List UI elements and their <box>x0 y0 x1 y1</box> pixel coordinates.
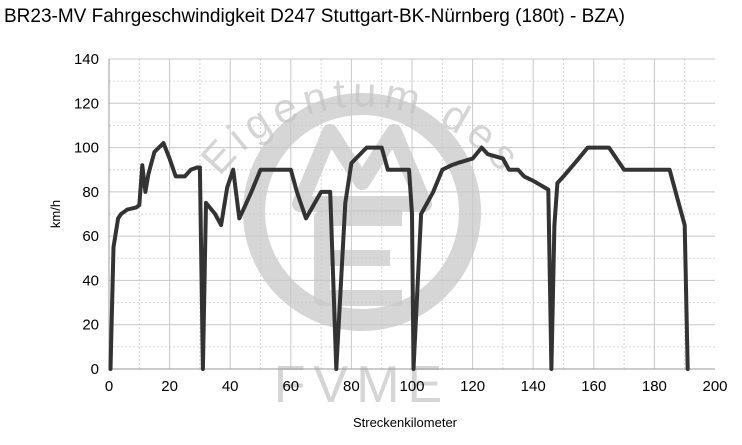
watermark-ring <box>243 93 481 331</box>
y-tick-label: 80 <box>82 184 99 201</box>
y-axis-label: km/h <box>48 200 63 228</box>
x-tick-label: 60 <box>282 378 299 395</box>
x-tick-label: 80 <box>343 378 360 395</box>
y-tick-label: 140 <box>74 51 99 68</box>
y-tick-label: 120 <box>74 95 99 112</box>
x-tick-label: 200 <box>702 378 727 395</box>
y-tick-label: 60 <box>82 228 99 245</box>
speed-series-line <box>108 141 690 371</box>
x-tick-label: 20 <box>161 378 178 395</box>
y-tick-label: 20 <box>82 317 99 334</box>
x-tick-label: 100 <box>399 378 424 395</box>
x-tick-label: 160 <box>581 378 606 395</box>
x-axis-label: Streckenkilometer <box>353 415 458 430</box>
y-tick-label: 40 <box>82 272 99 289</box>
x-tick-label: 40 <box>222 378 239 395</box>
chart-title: BR23-MV Fahrgeschwindigkeit D247 Stuttga… <box>4 6 625 27</box>
tick-labels: 0 20 40 60 80 100 120 140 160 180 200 0 20 40 60 80 100 1… <box>74 51 728 395</box>
x-tick-label: 120 <box>460 378 485 395</box>
series <box>108 141 690 371</box>
x-tick-label: 140 <box>521 378 546 395</box>
x-tick-label: 180 <box>642 378 667 395</box>
y-tick-label: 100 <box>74 140 99 157</box>
watermark-m-shape <box>292 124 432 212</box>
y-tick-label: 0 <box>91 361 99 378</box>
x-tick-label: 0 <box>105 378 113 395</box>
